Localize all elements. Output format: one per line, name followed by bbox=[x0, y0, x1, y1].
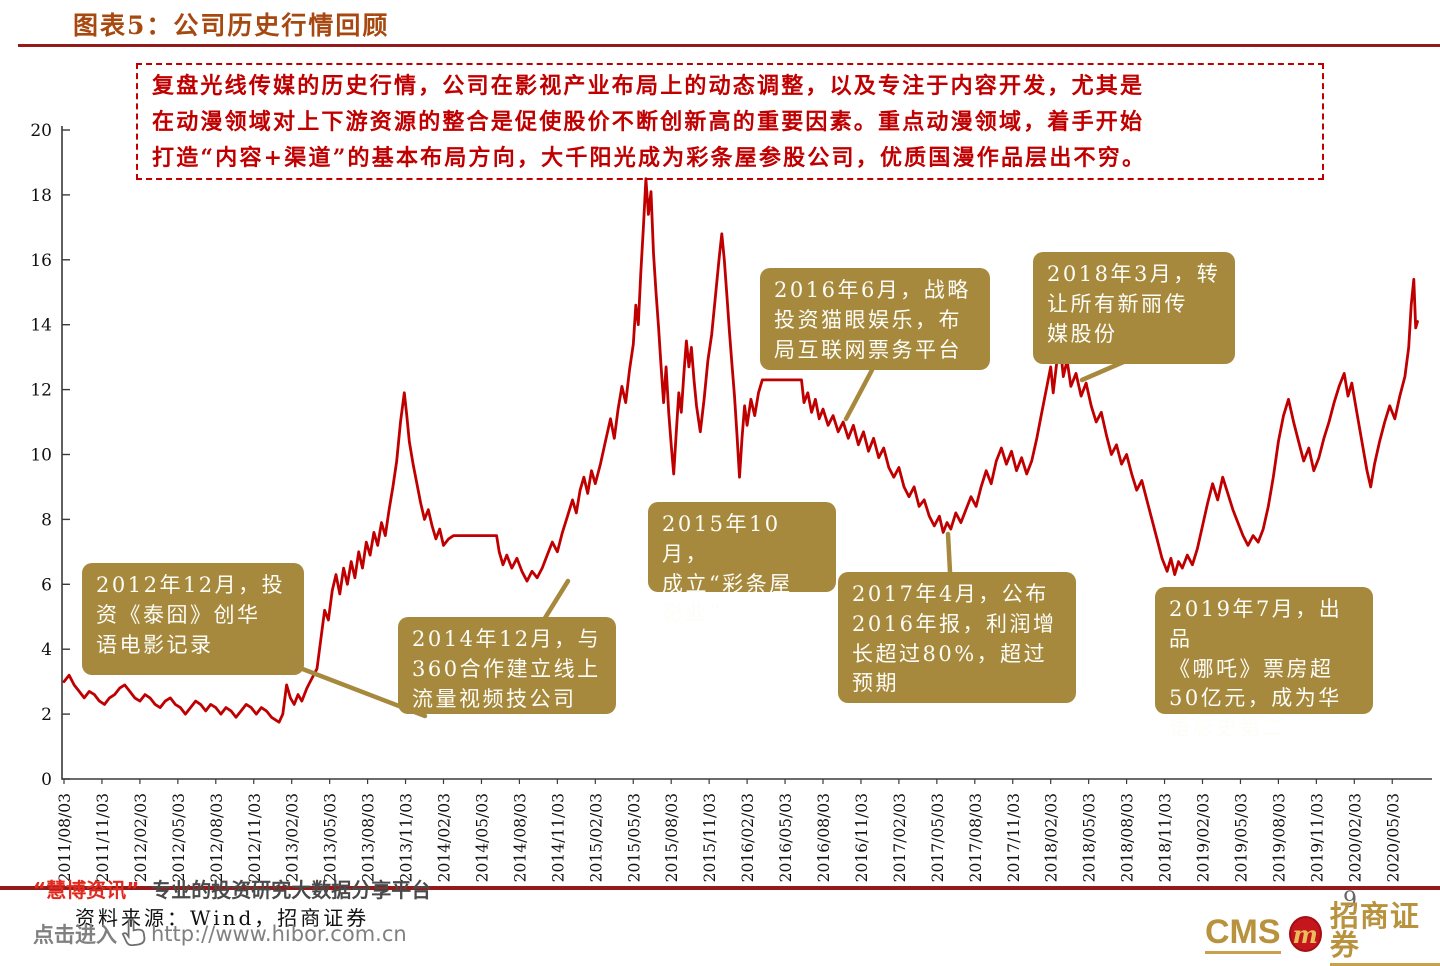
source-note: 资料来源：Wind，招商证券 bbox=[75, 906, 370, 930]
svg-text:2012/08/03: 2012/08/03 bbox=[208, 793, 226, 882]
watermark-url[interactable]: http://www.hibor.com.cn bbox=[151, 921, 407, 946]
svg-text:2016/11/03: 2016/11/03 bbox=[853, 793, 871, 882]
svg-text:2: 2 bbox=[41, 705, 52, 725]
svg-text:18: 18 bbox=[30, 186, 52, 206]
page-number: 9 bbox=[1343, 888, 1357, 913]
svg-text:2013/05/03: 2013/05/03 bbox=[322, 793, 340, 882]
watermark-brand: “慧博资讯” bbox=[33, 878, 140, 902]
svg-text:12: 12 bbox=[30, 381, 52, 401]
cta-label[interactable]: 点击进入 bbox=[33, 922, 117, 947]
svg-text:2018/11/03: 2018/11/03 bbox=[1157, 793, 1175, 882]
svg-text:2018/05/03: 2018/05/03 bbox=[1081, 793, 1099, 882]
watermark-line: “慧博资讯” 专业的投资研究大数据分享平台 bbox=[33, 874, 431, 903]
brand-footer: CMS m 招商证券 bbox=[1205, 902, 1440, 966]
title-rule bbox=[18, 44, 1440, 47]
svg-text:2018/08/03: 2018/08/03 bbox=[1119, 793, 1137, 882]
summary-callout-box: 复盘光线传媒的历史行情，公司在影视产业布局上的动态调整，以及专注于内容开发，尤其… bbox=[136, 63, 1324, 180]
svg-text:2019/02/03: 2019/02/03 bbox=[1195, 793, 1213, 882]
svg-text:2020/02/03: 2020/02/03 bbox=[1346, 793, 1364, 882]
svg-text:2011/08/03: 2011/08/03 bbox=[56, 793, 74, 882]
svg-text:2015/05/03: 2015/05/03 bbox=[625, 793, 643, 882]
company-name: 招商证券 bbox=[1329, 902, 1440, 966]
svg-text:2020/05/03: 2020/05/03 bbox=[1384, 793, 1402, 882]
svg-text:2017/02/03: 2017/02/03 bbox=[891, 793, 909, 882]
svg-text:0: 0 bbox=[41, 770, 52, 790]
page-title: 图表5：公司历史行情回顾 bbox=[73, 11, 390, 40]
svg-text:20: 20 bbox=[30, 121, 52, 141]
svg-text:2013/11/03: 2013/11/03 bbox=[398, 793, 416, 882]
svg-text:2012/05/03: 2012/05/03 bbox=[170, 793, 188, 882]
svg-text:2017/11/03: 2017/11/03 bbox=[1005, 793, 1023, 882]
watermark-tagline: 专业的投资研究大数据分享平台 bbox=[151, 878, 432, 902]
svg-text:8: 8 bbox=[41, 510, 52, 530]
svg-text:2018/02/03: 2018/02/03 bbox=[1043, 793, 1061, 882]
svg-text:2012/11/03: 2012/11/03 bbox=[246, 793, 264, 882]
svg-text:2015/11/03: 2015/11/03 bbox=[701, 793, 719, 882]
svg-text:2016/05/03: 2016/05/03 bbox=[777, 793, 795, 882]
svg-text:2017/05/03: 2017/05/03 bbox=[929, 793, 947, 882]
watermark-cta-line[interactable]: 点击进入 http://www.hibor.com.cn bbox=[33, 916, 407, 951]
svg-text:2015/08/03: 2015/08/03 bbox=[663, 793, 681, 882]
svg-text:10: 10 bbox=[30, 446, 52, 466]
svg-text:2013/02/03: 2013/02/03 bbox=[284, 793, 302, 882]
hand-cursor-icon bbox=[121, 916, 147, 951]
cms-logo-text: CMS bbox=[1205, 915, 1281, 954]
svg-text:2011/11/03: 2011/11/03 bbox=[94, 793, 112, 882]
svg-text:2016/08/03: 2016/08/03 bbox=[815, 793, 833, 882]
svg-text:2016/02/03: 2016/02/03 bbox=[739, 793, 757, 882]
svg-text:4: 4 bbox=[41, 640, 52, 660]
svg-text:16: 16 bbox=[30, 251, 52, 271]
svg-text:2017/08/03: 2017/08/03 bbox=[967, 793, 985, 882]
cms-logo-icon: m bbox=[1288, 916, 1322, 952]
svg-text:2014/08/03: 2014/08/03 bbox=[511, 793, 529, 882]
svg-text:2014/11/03: 2014/11/03 bbox=[549, 793, 567, 882]
svg-text:2015/02/03: 2015/02/03 bbox=[587, 793, 605, 882]
svg-text:2013/08/03: 2013/08/03 bbox=[360, 793, 378, 882]
svg-text:2012/02/03: 2012/02/03 bbox=[132, 793, 150, 882]
svg-text:2019/08/03: 2019/08/03 bbox=[1270, 793, 1288, 882]
svg-text:14: 14 bbox=[30, 316, 52, 336]
svg-text:6: 6 bbox=[41, 575, 52, 595]
footer-rule bbox=[0, 886, 1440, 890]
svg-text:2019/11/03: 2019/11/03 bbox=[1308, 793, 1326, 882]
svg-text:2014/05/03: 2014/05/03 bbox=[473, 793, 491, 882]
svg-text:2014/02/03: 2014/02/03 bbox=[436, 793, 454, 882]
svg-text:2019/05/03: 2019/05/03 bbox=[1232, 793, 1250, 882]
